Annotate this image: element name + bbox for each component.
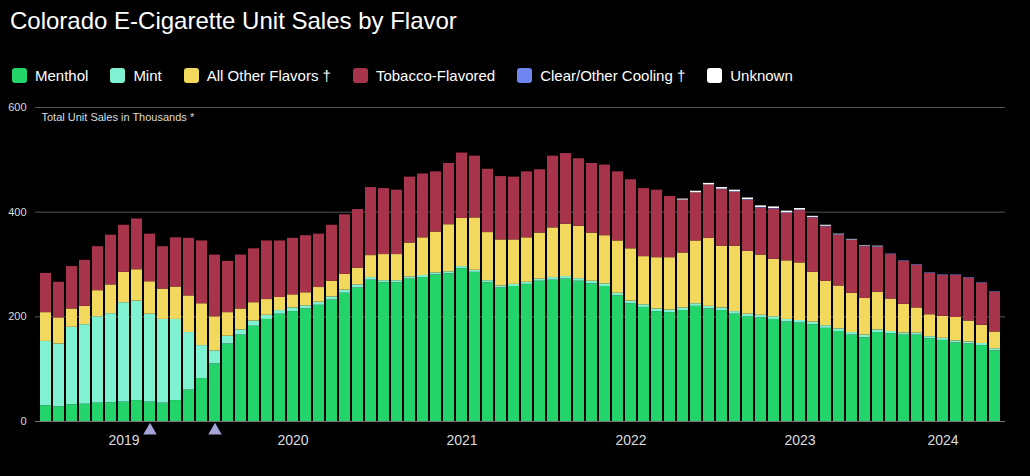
svg-text:2023: 2023 (784, 432, 815, 448)
svg-text:2022: 2022 (615, 432, 646, 448)
html-text:Unknown: Unknown (730, 66, 793, 84)
svg-text:2021: 2021 (446, 432, 477, 448)
svg-text:600: 600 (8, 101, 26, 113)
svg-text:400: 400 (8, 206, 26, 218)
svg-text:0: 0 (20, 415, 26, 427)
svg-text:2024: 2024 (927, 432, 958, 448)
html-text:Tobacco-Flavored: Tobacco-Flavored (375, 66, 496, 84)
html-text:Menthol: Menthol (35, 66, 89, 84)
html-text:Colorado E-Cigarette Unit Sale: Colorado E-Cigarette Unit Sales by Flavo… (10, 7, 457, 34)
html-text:Mint: Mint (133, 66, 162, 84)
svg-text:Total Unit Sales in Thousands: Total Unit Sales in Thousands * (42, 111, 195, 123)
html-text:All Other Flavors †: All Other Flavors † (206, 66, 331, 84)
svg-text:200: 200 (8, 310, 26, 322)
svg-text:2020: 2020 (277, 432, 308, 448)
svg-text:2019: 2019 (108, 432, 139, 448)
html-text:Clear/Other Cooling †: Clear/Other Cooling † (540, 66, 686, 84)
